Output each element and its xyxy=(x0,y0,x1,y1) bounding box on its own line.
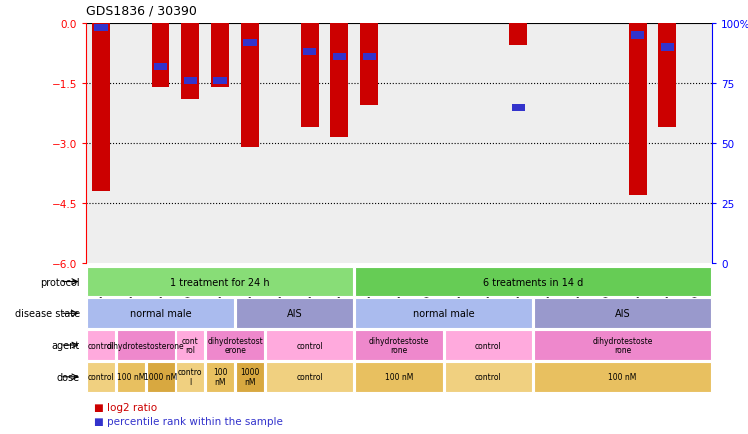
Text: cont
rol: cont rol xyxy=(182,336,199,355)
Bar xyxy=(241,24,259,148)
Bar xyxy=(658,24,676,128)
Bar xyxy=(152,24,170,88)
Bar xyxy=(303,49,316,56)
Bar xyxy=(182,24,199,100)
Bar xyxy=(266,330,354,360)
Text: dihydrotestoste
rone: dihydrotestoste rone xyxy=(592,336,653,355)
Bar xyxy=(154,63,168,71)
Text: dihydrotestoste
rone: dihydrotestoste rone xyxy=(369,336,429,355)
Text: dihydrotestost
erone: dihydrotestost erone xyxy=(207,336,263,355)
Text: ■ log2 ratio: ■ log2 ratio xyxy=(94,402,156,412)
Text: normal male: normal male xyxy=(413,309,474,319)
Bar xyxy=(243,39,257,47)
Bar xyxy=(361,24,378,106)
Bar xyxy=(236,299,354,329)
Bar xyxy=(87,267,354,297)
Bar xyxy=(534,299,711,329)
Bar xyxy=(206,362,234,392)
Bar xyxy=(87,299,234,329)
Text: disease state: disease state xyxy=(15,309,80,319)
Bar xyxy=(87,330,115,360)
Text: control: control xyxy=(475,341,502,350)
Text: 100 nM: 100 nM xyxy=(385,372,413,381)
Text: control: control xyxy=(88,341,114,350)
Text: dihydrotestosterone: dihydrotestosterone xyxy=(107,341,185,350)
Text: 1000
nM: 1000 nM xyxy=(240,368,260,386)
Bar xyxy=(331,24,349,138)
Text: AIS: AIS xyxy=(287,309,302,319)
Bar xyxy=(363,54,376,61)
Bar xyxy=(534,362,711,392)
Text: 100 nM: 100 nM xyxy=(117,372,145,381)
Bar xyxy=(509,24,527,46)
Bar xyxy=(660,44,674,52)
Text: AIS: AIS xyxy=(615,309,631,319)
Bar xyxy=(355,362,443,392)
Bar xyxy=(355,330,443,360)
Bar xyxy=(534,330,711,360)
Bar xyxy=(87,362,115,392)
Text: 100
nM: 100 nM xyxy=(213,368,227,386)
Bar xyxy=(301,24,319,128)
Bar xyxy=(177,362,204,392)
Text: 100 nM: 100 nM xyxy=(608,372,637,381)
Bar xyxy=(444,362,533,392)
Text: dose: dose xyxy=(57,372,80,382)
Bar xyxy=(117,330,174,360)
Bar xyxy=(236,362,264,392)
Bar xyxy=(628,24,646,196)
Bar xyxy=(355,267,711,297)
Bar xyxy=(117,362,145,392)
Text: normal male: normal male xyxy=(129,309,191,319)
Text: 1000 nM: 1000 nM xyxy=(144,372,177,381)
Text: control: control xyxy=(475,372,502,381)
Text: control: control xyxy=(296,341,323,350)
Text: agent: agent xyxy=(52,340,80,350)
Bar xyxy=(631,32,644,39)
Text: contro
l: contro l xyxy=(178,368,203,386)
Text: ■ percentile rank within the sample: ■ percentile rank within the sample xyxy=(94,417,283,427)
Bar xyxy=(177,330,204,360)
Text: GDS1836 / 30390: GDS1836 / 30390 xyxy=(86,4,197,17)
Bar xyxy=(206,330,264,360)
Bar xyxy=(333,54,346,61)
Bar xyxy=(512,104,525,112)
Bar xyxy=(213,78,227,85)
Text: control: control xyxy=(88,372,114,381)
Bar xyxy=(184,78,197,85)
Bar xyxy=(211,24,229,88)
Bar xyxy=(147,362,174,392)
Bar xyxy=(266,362,354,392)
Bar xyxy=(355,299,533,329)
Text: 6 treatments in 14 d: 6 treatments in 14 d xyxy=(483,277,583,287)
Bar xyxy=(94,25,108,32)
Text: 1 treatment for 24 h: 1 treatment for 24 h xyxy=(171,277,270,287)
Bar xyxy=(92,24,110,192)
Bar xyxy=(444,330,533,360)
Text: protocol: protocol xyxy=(40,277,80,287)
Text: control: control xyxy=(296,372,323,381)
